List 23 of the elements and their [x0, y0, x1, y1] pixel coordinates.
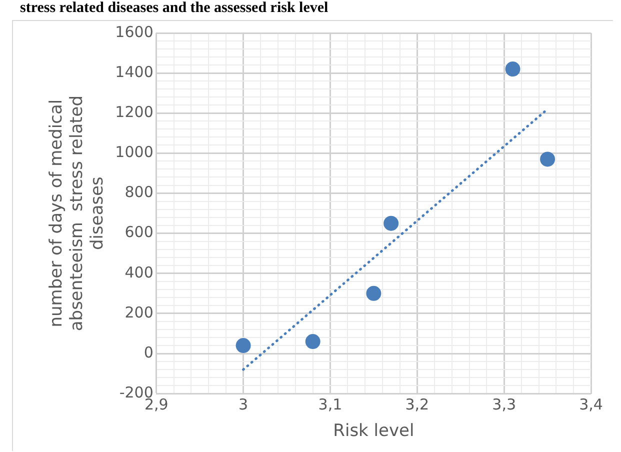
x-tick-label: 3 — [238, 395, 248, 414]
point — [366, 286, 382, 301]
y-tick-label: 1200 — [115, 103, 154, 122]
x-tick-label: 3,2 — [405, 395, 430, 414]
chart-title: stress related diseases and the assessed risk level — [20, 0, 328, 17]
y-tick-label: 1600 — [115, 22, 154, 41]
y-tick-label: 800 — [124, 183, 154, 202]
x-tick-label: 3,3 — [492, 395, 516, 414]
x-tick-label: 3,1 — [318, 395, 342, 414]
point — [540, 152, 556, 167]
y-tick-label: 1000 — [115, 143, 154, 162]
x-tick-label: 3,4 — [579, 395, 603, 414]
y-tick-label: 600 — [124, 223, 154, 242]
y-tick-label: 1400 — [115, 62, 154, 81]
y-tick-label: 400 — [124, 263, 154, 282]
point — [384, 216, 399, 231]
y-tick-label: 0 — [144, 343, 154, 362]
x-axis-title: Risk level — [333, 421, 414, 442]
y-tick-label: 200 — [124, 303, 154, 322]
point — [305, 334, 320, 350]
point — [236, 338, 251, 354]
y-axis-title: number of days of medical absenteeism stress related diseases — [46, 95, 108, 332]
point — [505, 62, 520, 77]
